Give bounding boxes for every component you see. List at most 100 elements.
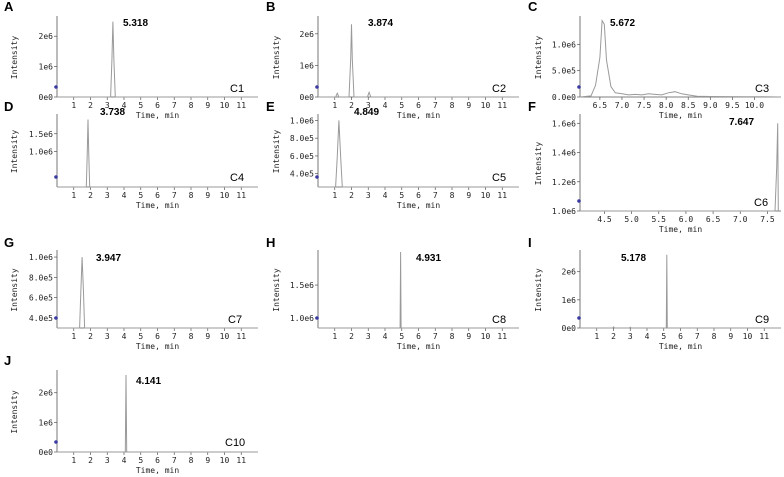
y-tick-label: 0.0e0 xyxy=(552,93,576,102)
y-axis-title: Intensity xyxy=(272,130,281,174)
x-tick-label: 3 xyxy=(366,101,371,110)
chart-panel-a: A 1 2 3 4 5 6 7 8 9 10 11 0e0 1e6 2e6 Time, min Intensit… xyxy=(4,0,258,120)
x-tick-label: 8 xyxy=(189,332,194,341)
x-axis-title: Time, min xyxy=(397,342,441,351)
x-tick-label: 11 xyxy=(497,332,507,341)
y-axis-title: Intensity xyxy=(534,268,543,312)
y-tick-label: 1.0e6 xyxy=(29,148,53,157)
x-tick-label: 6 xyxy=(678,332,683,341)
y-tick-label: 1.5e6 xyxy=(290,281,314,290)
y-tick-label: 1.0e6 xyxy=(290,314,314,323)
chart-panel-d: D 1 2 3 4 5 6 7 8 9 10 11 1.0e6 1.5e6 Time, min Intensi… xyxy=(4,99,258,210)
y-tick-label: 0e0 xyxy=(562,324,577,333)
y-axis-title: Intensity xyxy=(10,268,19,312)
chromatogram-trace xyxy=(580,254,781,329)
x-tick-label: 4 xyxy=(383,101,388,110)
y-tick-label: 1.4e6 xyxy=(552,149,576,158)
x-tick-label: 10 xyxy=(481,101,491,110)
y-axis-title: Intensity xyxy=(10,36,19,80)
y-tick-label: 2e6 xyxy=(39,389,54,398)
x-tick-label: 4.5 xyxy=(597,215,612,224)
x-tick-label: 6 xyxy=(155,191,160,200)
compound-label: C6 xyxy=(754,197,768,209)
y-tick-label: 8.0e5 xyxy=(290,134,314,143)
x-tick-label: 6 xyxy=(416,332,421,341)
x-tick-label: 4 xyxy=(645,332,650,341)
x-tick-label: 8 xyxy=(450,332,455,341)
x-tick-label: 6.0 xyxy=(679,215,694,224)
x-tick-label: 8 xyxy=(189,191,194,200)
panel-letter: I xyxy=(528,235,532,250)
x-tick-label: 7 xyxy=(433,101,438,110)
x-axis-title: Time, min xyxy=(136,111,180,120)
compound-label: C10 xyxy=(225,437,245,449)
x-tick-label: 7.5 xyxy=(637,101,652,110)
x-axis-title: Time, min xyxy=(659,342,703,351)
x-tick-label: 9 xyxy=(466,101,471,110)
x-tick-label: 1 xyxy=(594,332,599,341)
x-tick-label: 10 xyxy=(220,456,230,465)
x-axis-title: Time, min xyxy=(136,342,180,351)
x-tick-label: 2 xyxy=(349,191,354,200)
x-axis-title: Time, min xyxy=(659,225,703,234)
x-tick-label: 6 xyxy=(416,191,421,200)
x-tick-label: 10 xyxy=(220,332,230,341)
y-tick-label: 1.0e6 xyxy=(290,116,314,125)
x-tick-label: 1 xyxy=(332,191,337,200)
compound-label: C2 xyxy=(492,83,506,95)
x-tick-label: 9.0 xyxy=(703,101,718,110)
origin-marker xyxy=(315,175,319,179)
x-tick-label: 5 xyxy=(399,101,404,110)
panel-letter: C xyxy=(528,0,538,14)
x-tick-label: 9 xyxy=(728,332,733,341)
panel-letter: B xyxy=(266,0,275,14)
x-tick-label: 7.0 xyxy=(615,101,630,110)
x-tick-label: 3 xyxy=(628,332,633,341)
x-axis-title: Time, min xyxy=(397,201,441,210)
x-tick-label: 10 xyxy=(481,332,491,341)
peak-label: 3.947 xyxy=(96,253,121,264)
chart-panel-h: H 1 2 3 4 5 6 7 8 9 10 11 1.0e6 1.5e6 Time, min Intensi… xyxy=(266,235,519,351)
y-axis-title: Intensity xyxy=(534,142,543,186)
x-tick-label: 3 xyxy=(105,332,110,341)
x-tick-label: 10.0 xyxy=(745,101,764,110)
x-tick-label: 10 xyxy=(220,191,230,200)
x-tick-label: 9 xyxy=(205,101,210,110)
y-axis-title: Intensity xyxy=(10,390,19,434)
y-tick-label: 5.0e5 xyxy=(552,67,576,76)
x-tick-label: 1 xyxy=(332,332,337,341)
peak-label: 4.141 xyxy=(136,376,161,387)
chromatogram-trace xyxy=(57,119,258,188)
chromatogram-trace xyxy=(580,123,779,212)
x-tick-label: 1 xyxy=(71,456,76,465)
x-tick-label: 7.5 xyxy=(760,215,775,224)
x-tick-label: 5.5 xyxy=(652,215,667,224)
x-tick-label: 8 xyxy=(189,456,194,465)
x-tick-label: 3 xyxy=(105,191,110,200)
origin-marker xyxy=(54,175,58,179)
peak-label: 3.874 xyxy=(368,18,393,29)
x-tick-label: 2 xyxy=(88,101,93,110)
x-tick-label: 8 xyxy=(712,332,717,341)
x-tick-label: 7 xyxy=(695,332,700,341)
x-tick-label: 11 xyxy=(236,191,246,200)
y-tick-label: 1e6 xyxy=(39,418,54,427)
x-tick-label: 10 xyxy=(481,191,491,200)
y-axis-title: Intensity xyxy=(10,130,19,174)
panel-letter: J xyxy=(4,353,11,368)
y-tick-label: 0e0 xyxy=(39,448,54,457)
chromatogram-trace xyxy=(318,120,519,188)
panel-letter: D xyxy=(4,99,13,114)
x-tick-label: 5 xyxy=(399,332,404,341)
origin-marker xyxy=(54,85,58,89)
x-tick-label: 3 xyxy=(105,101,110,110)
x-tick-label: 5.0 xyxy=(624,215,639,224)
x-axis-title: Time, min xyxy=(136,466,180,475)
y-axis-title: Intensity xyxy=(272,268,281,312)
chart-panel-c: C 6.5 7.0 7.5 8.0 8.5 9.0 9.5 10.0 0.0e0 5.0e5 1.0e… xyxy=(528,0,782,120)
compound-label: C1 xyxy=(230,83,244,95)
origin-marker xyxy=(315,316,319,320)
x-tick-label: 8 xyxy=(189,101,194,110)
panel-letter: F xyxy=(528,99,536,114)
x-tick-label: 4 xyxy=(383,332,388,341)
